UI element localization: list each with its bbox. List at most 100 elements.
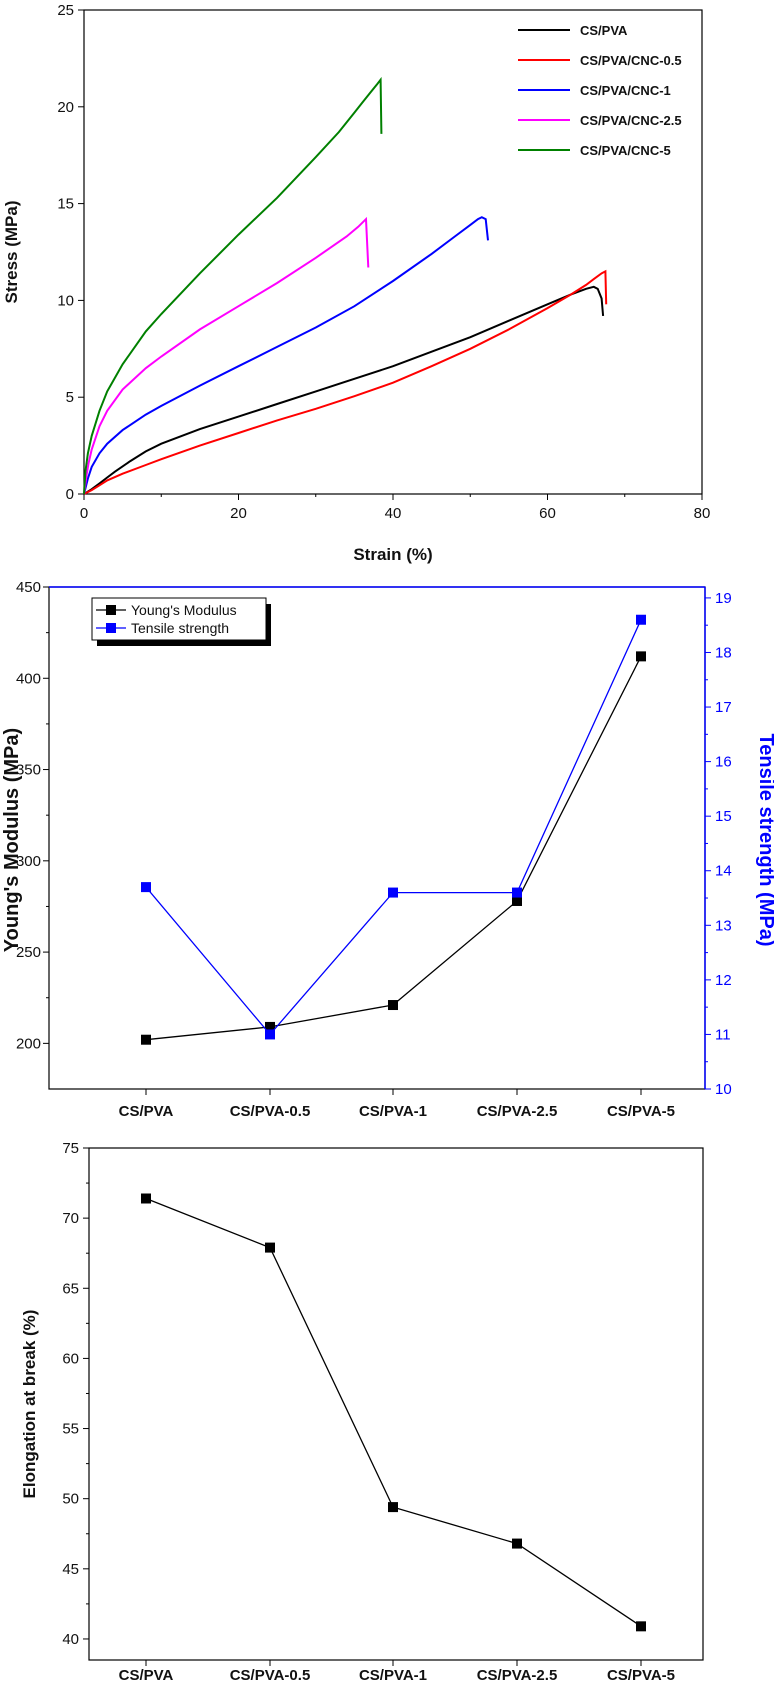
c1-series-cs-pva-cnc-2-5 — [83, 216, 370, 495]
c1-y-axis-title: Stress (MPa) — [2, 201, 21, 304]
c1-legend-label-cs-pva-cnc-0-5: CS/PVA/CNC-0.5 — [580, 53, 682, 68]
c3-y-tick-label-65: 65 — [62, 1280, 79, 1297]
c1-y-ticks: 0 5 10 15 20 25 — [57, 2, 84, 503]
c2-series-line-young-s-modulus — [145, 656, 642, 1041]
c3-point-cs-pva-0-5 — [265, 1242, 275, 1253]
c1-y-tick-label-5: 5 — [66, 389, 74, 406]
c3-y-ticks: 40 45 50 55 60 65 70 75 — [62, 1140, 89, 1648]
c2-y-tick-label-200: 200 — [16, 1035, 41, 1052]
c3-point-cs-pva-5 — [636, 1621, 646, 1632]
c1-legend-label-cs-pva-cnc-5: CS/PVA/CNC-5 — [580, 143, 671, 158]
c2-y2-tick-label-10: 10 — [715, 1081, 732, 1098]
c2-y-ticks: 200 250 300 350 400 450 — [16, 579, 49, 1052]
c2-x-tick-label-cs-pva-0-5: CS/PVA-0.5 — [230, 1103, 311, 1120]
c3-y-tick-label-55: 55 — [62, 1421, 79, 1438]
c1-x-axis-title: Strain (%) — [353, 545, 432, 564]
c1-y-tick-label-20: 20 — [57, 99, 74, 116]
c1-y-tick-label-10: 10 — [57, 292, 74, 309]
c1-series-cs-pva-cnc-0-5 — [83, 269, 608, 495]
c1-y-tick-label-15: 15 — [57, 196, 74, 213]
c2-point-tensile-strength-cs-pva-0-5 — [265, 1029, 275, 1040]
c1-x-tick-label-80: 80 — [694, 505, 711, 522]
c2-point-tensile-strength-cs-pva — [141, 882, 151, 893]
c2-plot-frame — [48, 586, 706, 1090]
c1-legend: CS/PVA CS/PVA/CNC-0.5 CS/PVA/CNC-1 CS/PVA/C… — [518, 23, 682, 158]
c1-legend-label-cs-pva-cnc-1: CS/PVA/CNC-1 — [580, 83, 671, 98]
c1-x-tick-label-0: 0 — [80, 505, 88, 522]
c2-point-young-s-modulus-cs-pva-5 — [636, 651, 646, 662]
c2-y2-tick-label-13: 13 — [715, 917, 732, 934]
c3-y-tick-label-75: 75 — [62, 1140, 79, 1157]
stress-strain-chart: 0 20 40 60 80 0 5 10 15 20 25 CS/PVA CS/PVA/CNC-0.… — [2, 2, 710, 564]
c2-x-tick-label-cs-pva-2-5: CS/PVA-2.5 — [477, 1103, 558, 1120]
c1-series-lines — [83, 76, 608, 495]
c1-x-tick-label-40: 40 — [385, 505, 402, 522]
c2-series-lines — [141, 614, 646, 1045]
c2-y2-tick-label-18: 18 — [715, 644, 732, 661]
c2-legend-marker-young-s-modulus — [106, 605, 116, 615]
c3-y-tick-label-60: 60 — [62, 1350, 79, 1367]
c1-y-tick-label-0: 0 — [66, 486, 74, 503]
c2-y2-tick-label-14: 14 — [715, 863, 732, 880]
modulus-strength-chart: CS/PVA CS/PVA-0.5 CS/PVA-1 CS/PVA-2.5 CS/PVA… — [1, 579, 774, 1120]
c3-x-tick-label-cs-pva-1: CS/PVA-1 — [359, 1667, 427, 1682]
c2-y2-axis-title: Tensile strength (MPa) — [755, 734, 774, 947]
c3-point-cs-pva-1 — [388, 1502, 398, 1513]
c1-x-tick-label-60: 60 — [539, 505, 556, 522]
c2-point-tensile-strength-cs-pva-2-5 — [512, 887, 522, 898]
c1-series-cs-pva-cnc-1 — [83, 216, 489, 495]
c3-series-lines — [141, 1193, 646, 1632]
c3-plot-frame — [88, 1147, 704, 1661]
c1-x-ticks: 0 20 40 60 80 — [80, 494, 711, 522]
c2-x-tick-label-cs-pva: CS/PVA — [119, 1103, 174, 1120]
c2-y-tick-label-250: 250 — [16, 944, 41, 961]
c2-y2-tick-label-16: 16 — [715, 754, 732, 771]
c2-x-tick-label-cs-pva-5: CS/PVA-5 — [607, 1103, 675, 1120]
c3-x-ticks: CS/PVA CS/PVA-0.5 CS/PVA-1 CS/PVA-2.5 CS/PVA… — [119, 1660, 675, 1682]
c1-x-tick-label-20: 20 — [230, 505, 247, 522]
c2-legend-label-tensile-strength: Tensile strength — [131, 620, 229, 636]
c2-legend-marker-tensile-strength — [106, 623, 116, 633]
c3-point-cs-pva — [141, 1193, 151, 1204]
c3-point-cs-pva-2-5 — [512, 1538, 522, 1549]
c3-x-tick-label-cs-pva-2-5: CS/PVA-2.5 — [477, 1667, 558, 1682]
c3-y-axis-title: Elongation at break (%) — [20, 1310, 39, 1499]
c1-legend-label-cs-pva-cnc-2-5: CS/PVA/CNC-2.5 — [580, 113, 682, 128]
c2-x-tick-label-cs-pva-1: CS/PVA-1 — [359, 1103, 427, 1120]
c2-y2-ticks: 10 11 12 13 14 15 16 17 18 19 — [705, 590, 732, 1098]
c2-x-ticks: CS/PVA CS/PVA-0.5 CS/PVA-1 CS/PVA-2.5 CS/PVA… — [119, 1089, 675, 1120]
c3-x-tick-label-cs-pva-0-5: CS/PVA-0.5 — [230, 1667, 311, 1682]
c2-y2-tick-label-15: 15 — [715, 808, 732, 825]
c3-x-tick-label-cs-pva-5: CS/PVA-5 — [607, 1667, 675, 1682]
c2-y-tick-label-450: 450 — [16, 579, 41, 596]
c1-series-cs-pva — [83, 285, 605, 495]
elongation-chart: CS/PVA CS/PVA-0.5 CS/PVA-1 CS/PVA-2.5 CS/PVA… — [20, 1140, 704, 1682]
c2-y-tick-label-400: 400 — [16, 670, 41, 687]
c3-y-tick-label-50: 50 — [62, 1491, 79, 1508]
c2-point-young-s-modulus-cs-pva-2-5 — [512, 895, 522, 906]
c2-legend: Young's Modulus Tensile strength — [91, 597, 271, 646]
c3-y-tick-label-45: 45 — [62, 1561, 79, 1578]
c2-y-tick-label-350: 350 — [16, 762, 41, 779]
c2-point-tensile-strength-cs-pva-1 — [388, 887, 398, 898]
c2-y2-tick-label-17: 17 — [715, 699, 732, 716]
c2-point-young-s-modulus-cs-pva-0-5 — [265, 1021, 275, 1032]
c2-y2-tick-label-12: 12 — [715, 972, 732, 989]
c2-point-tensile-strength-cs-pva-5 — [636, 614, 646, 625]
c2-legend-label-young-s-modulus: Young's Modulus — [131, 602, 237, 618]
c3-x-tick-label-cs-pva: CS/PVA — [119, 1667, 174, 1682]
c2-y-tick-label-300: 300 — [16, 853, 41, 870]
c2-legend-box — [91, 597, 267, 641]
c2-point-young-s-modulus-cs-pva-1 — [388, 1000, 398, 1011]
c3-y-tick-label-70: 70 — [62, 1210, 79, 1227]
c2-y2-tick-label-11: 11 — [715, 1026, 731, 1043]
c2-y-axis-title: Young's Modulus (MPa) — [1, 728, 23, 952]
c2-point-young-s-modulus-cs-pva — [141, 1034, 151, 1045]
c2-series-line-tensile-strength — [145, 619, 642, 1036]
c3-series-line — [145, 1197, 642, 1627]
c1-legend-label-cs-pva: CS/PVA — [580, 23, 628, 38]
c2-y2-tick-label-19: 19 — [715, 590, 732, 607]
c3-y-tick-label-40: 40 — [62, 1631, 79, 1648]
c1-series-cs-pva-cnc-5 — [83, 76, 383, 495]
